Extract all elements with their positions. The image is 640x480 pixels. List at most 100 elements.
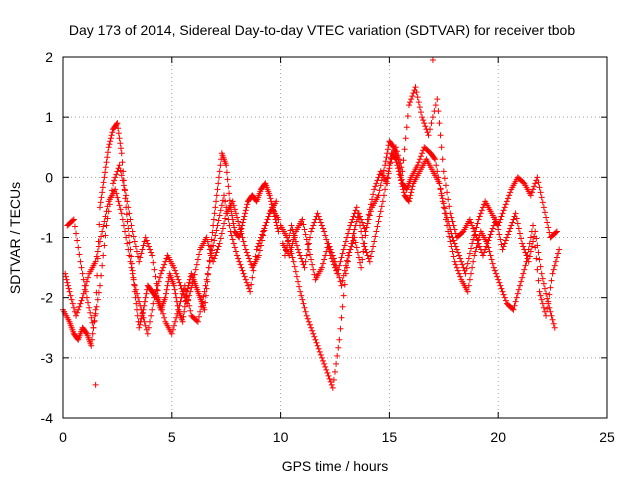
data-point bbox=[228, 232, 235, 239]
data-point bbox=[496, 279, 503, 286]
data-point bbox=[442, 182, 449, 189]
data-point bbox=[468, 219, 474, 226]
data-point bbox=[479, 252, 486, 259]
data-point bbox=[75, 306, 82, 313]
data-point bbox=[211, 237, 218, 244]
series-track-1 bbox=[60, 120, 282, 349]
data-point bbox=[326, 248, 333, 255]
data-point bbox=[475, 216, 482, 223]
data-point bbox=[90, 324, 97, 331]
data-point bbox=[540, 304, 547, 311]
data-point bbox=[506, 228, 513, 235]
data-point bbox=[181, 303, 188, 310]
data-point bbox=[81, 282, 88, 289]
data-point bbox=[527, 248, 534, 255]
data-point bbox=[136, 298, 143, 305]
data-point bbox=[375, 218, 382, 225]
data-point bbox=[378, 203, 385, 210]
data-point bbox=[201, 288, 208, 295]
data-point bbox=[226, 197, 233, 204]
data-point bbox=[420, 117, 427, 124]
data-point bbox=[113, 171, 120, 178]
data-point bbox=[452, 243, 459, 250]
data-point bbox=[438, 190, 445, 197]
data-point bbox=[326, 243, 333, 250]
y-tick-label: -3 bbox=[41, 350, 54, 366]
data-point bbox=[306, 234, 313, 241]
data-point bbox=[306, 321, 313, 328]
data-point bbox=[523, 252, 530, 259]
data-point bbox=[141, 318, 148, 325]
data-point bbox=[119, 177, 126, 184]
data-point bbox=[338, 314, 345, 321]
data-point bbox=[530, 238, 537, 245]
data-point bbox=[536, 184, 543, 191]
data-point bbox=[384, 146, 391, 153]
data-point bbox=[309, 225, 316, 232]
data-point bbox=[94, 248, 101, 255]
data-point bbox=[213, 192, 220, 199]
data-point bbox=[172, 290, 179, 297]
data-point bbox=[522, 249, 529, 256]
data-point bbox=[76, 251, 83, 258]
data-point bbox=[355, 216, 362, 223]
data-point bbox=[395, 152, 402, 159]
data-point bbox=[320, 357, 327, 364]
data-point bbox=[126, 252, 133, 259]
data-point bbox=[516, 230, 523, 237]
data-point bbox=[519, 274, 526, 281]
data-point bbox=[115, 130, 122, 137]
data-point bbox=[353, 204, 360, 211]
data-point bbox=[388, 156, 395, 163]
data-point bbox=[172, 318, 179, 325]
data-point bbox=[204, 270, 211, 277]
data-point bbox=[358, 228, 365, 235]
data-point bbox=[407, 99, 414, 106]
data-point bbox=[551, 262, 558, 269]
data-point bbox=[171, 286, 178, 293]
data-point bbox=[250, 267, 257, 274]
data-point bbox=[161, 314, 168, 321]
data-point bbox=[339, 303, 346, 310]
data-point bbox=[226, 190, 233, 197]
data-point bbox=[308, 324, 315, 331]
data-point bbox=[370, 191, 377, 198]
data-point bbox=[394, 148, 401, 155]
data-point bbox=[251, 260, 258, 267]
data-point bbox=[92, 310, 99, 317]
data-point bbox=[501, 240, 508, 247]
data-point bbox=[288, 222, 295, 229]
data-point bbox=[162, 290, 169, 297]
data-point bbox=[519, 240, 526, 247]
data-point bbox=[244, 252, 251, 259]
data-point bbox=[330, 261, 337, 268]
data-point bbox=[125, 246, 132, 253]
data-point bbox=[451, 240, 458, 247]
data-point bbox=[295, 278, 302, 285]
data-point bbox=[238, 230, 245, 237]
data-point bbox=[335, 344, 342, 351]
data-point bbox=[405, 198, 412, 205]
data-point bbox=[208, 236, 215, 243]
data-point bbox=[104, 154, 111, 161]
data-point bbox=[110, 180, 117, 187]
data-point bbox=[214, 246, 221, 253]
data-point bbox=[451, 258, 458, 265]
data-point bbox=[454, 249, 461, 256]
data-point bbox=[187, 288, 194, 295]
data-point bbox=[469, 240, 476, 247]
data-point bbox=[215, 217, 222, 224]
data-point bbox=[120, 222, 127, 229]
data-point bbox=[133, 248, 140, 255]
data-point bbox=[252, 253, 259, 260]
data-point bbox=[300, 300, 307, 307]
data-point bbox=[232, 210, 239, 217]
data-point bbox=[326, 375, 333, 382]
plot-frame bbox=[62, 56, 608, 419]
data-point bbox=[537, 292, 544, 299]
data-point bbox=[538, 296, 545, 303]
data-point bbox=[340, 292, 347, 299]
y-tick-label: -4 bbox=[41, 410, 54, 426]
data-point bbox=[87, 309, 94, 316]
data-point bbox=[210, 242, 217, 249]
